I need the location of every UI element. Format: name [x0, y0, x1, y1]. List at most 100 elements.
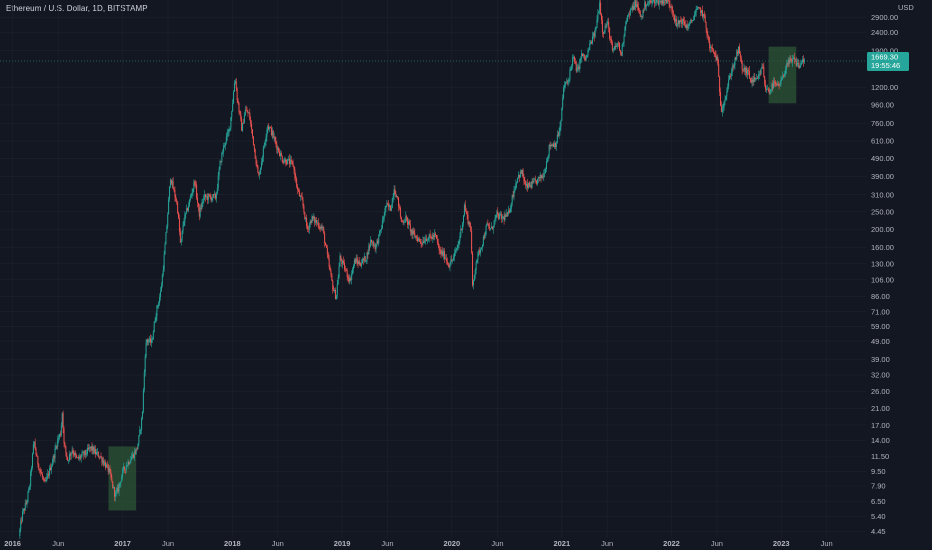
candle-body: [477, 252, 479, 260]
candle-body: [685, 24, 687, 28]
candle-body: [83, 452, 85, 456]
candle-body: [515, 183, 517, 190]
candle-body: [510, 203, 512, 209]
candle-body: [648, 0, 650, 3]
candle-body: [371, 239, 373, 243]
candle-body: [674, 15, 676, 22]
candle-body: [600, 2, 602, 14]
y-tick-label: 1900.00: [871, 46, 898, 55]
candle-body: [59, 434, 61, 436]
candle-body: [212, 194, 214, 199]
candle-body: [209, 195, 211, 197]
candle-body: [203, 196, 205, 202]
candle-body: [227, 131, 229, 133]
candle-body: [487, 223, 489, 225]
candle-body: [654, 0, 656, 4]
candle-body: [619, 43, 621, 51]
y-tick-label: 7.90: [871, 482, 886, 491]
candle-body: [703, 14, 705, 16]
candle-body: [176, 200, 178, 203]
candle-body: [742, 69, 744, 71]
candle-body: [310, 221, 312, 224]
candle-body: [738, 46, 740, 54]
candle-body: [788, 59, 790, 64]
candle-body: [427, 238, 429, 241]
x-tick-label: Jun: [272, 539, 284, 548]
candle-body: [376, 240, 378, 245]
candle-body: [712, 49, 714, 53]
candle-body: [251, 129, 253, 137]
candle-body: [393, 189, 395, 197]
candle-body: [610, 39, 612, 44]
candle-body: [781, 79, 783, 81]
candle-body: [88, 447, 90, 450]
candle-body: [740, 57, 742, 62]
candle-body: [572, 57, 574, 66]
candle-body: [222, 152, 224, 154]
candle-body: [351, 273, 353, 280]
candle-body: [117, 487, 119, 492]
candle-body: [314, 217, 316, 223]
candle-body: [129, 462, 131, 465]
candle-body: [476, 259, 478, 263]
candle-body: [446, 261, 448, 263]
candle-body: [728, 79, 730, 87]
candle-body: [778, 84, 780, 86]
candle-body: [77, 457, 79, 459]
candle-body: [616, 45, 618, 47]
candle-body: [96, 451, 98, 453]
candle-body: [348, 277, 350, 282]
candle-body: [414, 233, 416, 238]
x-tick-label: Jun: [711, 539, 723, 548]
candle-body: [638, 10, 640, 12]
candle-body: [693, 14, 695, 20]
candle-body: [576, 68, 578, 72]
candle-body: [441, 251, 443, 255]
price-axis[interactable]: USD 2900.00 2400.00 1900.00 1200.00 960.00 76…: [871, 3, 914, 536]
candle-body: [787, 59, 789, 66]
candle-body: [684, 24, 686, 28]
candle-body: [99, 456, 101, 458]
candle-body: [502, 216, 504, 218]
candle-body: [85, 450, 87, 455]
candle-body: [61, 413, 63, 426]
candle-body: [104, 462, 106, 465]
candle-body: [525, 183, 527, 187]
candle-body: [443, 251, 445, 257]
y-tick-label: 160.00: [871, 243, 894, 252]
candle-body: [40, 472, 42, 475]
candle-body: [300, 195, 302, 197]
candle-body: [771, 83, 773, 90]
candle-body: [768, 91, 770, 94]
candle-body: [568, 79, 570, 81]
candle-body: [170, 179, 172, 184]
candle-body: [646, 5, 648, 7]
candle-body: [172, 181, 174, 190]
candle-body: [453, 252, 455, 257]
candle-body: [388, 204, 390, 207]
candle-body: [397, 196, 399, 198]
candle-body: [445, 258, 447, 262]
candle-body: [470, 226, 472, 231]
candle-body: [130, 459, 132, 463]
candle-body: [647, 2, 649, 4]
y-tick-label: 5.40: [871, 512, 886, 521]
candle-body: [174, 190, 176, 198]
candle-body: [662, 0, 664, 5]
candle-body: [84, 450, 86, 456]
time-axis[interactable]: 2016 Jun 2017 Jun 2018 Jun 2019 Jun 2020 Jun 2021 J…: [4, 539, 832, 548]
candle-body: [743, 67, 745, 71]
candle-body: [518, 174, 520, 178]
candle-body: [631, 6, 633, 9]
x-tick-label: 2018: [224, 539, 241, 548]
candle-body: [307, 225, 309, 229]
candle-body: [433, 235, 435, 238]
candle-body: [242, 123, 244, 124]
candle-body: [711, 47, 713, 50]
candle-body: [628, 14, 630, 16]
candle-body: [448, 265, 450, 268]
candle-body: [737, 51, 739, 54]
x-tick-label: Jun: [821, 539, 833, 548]
